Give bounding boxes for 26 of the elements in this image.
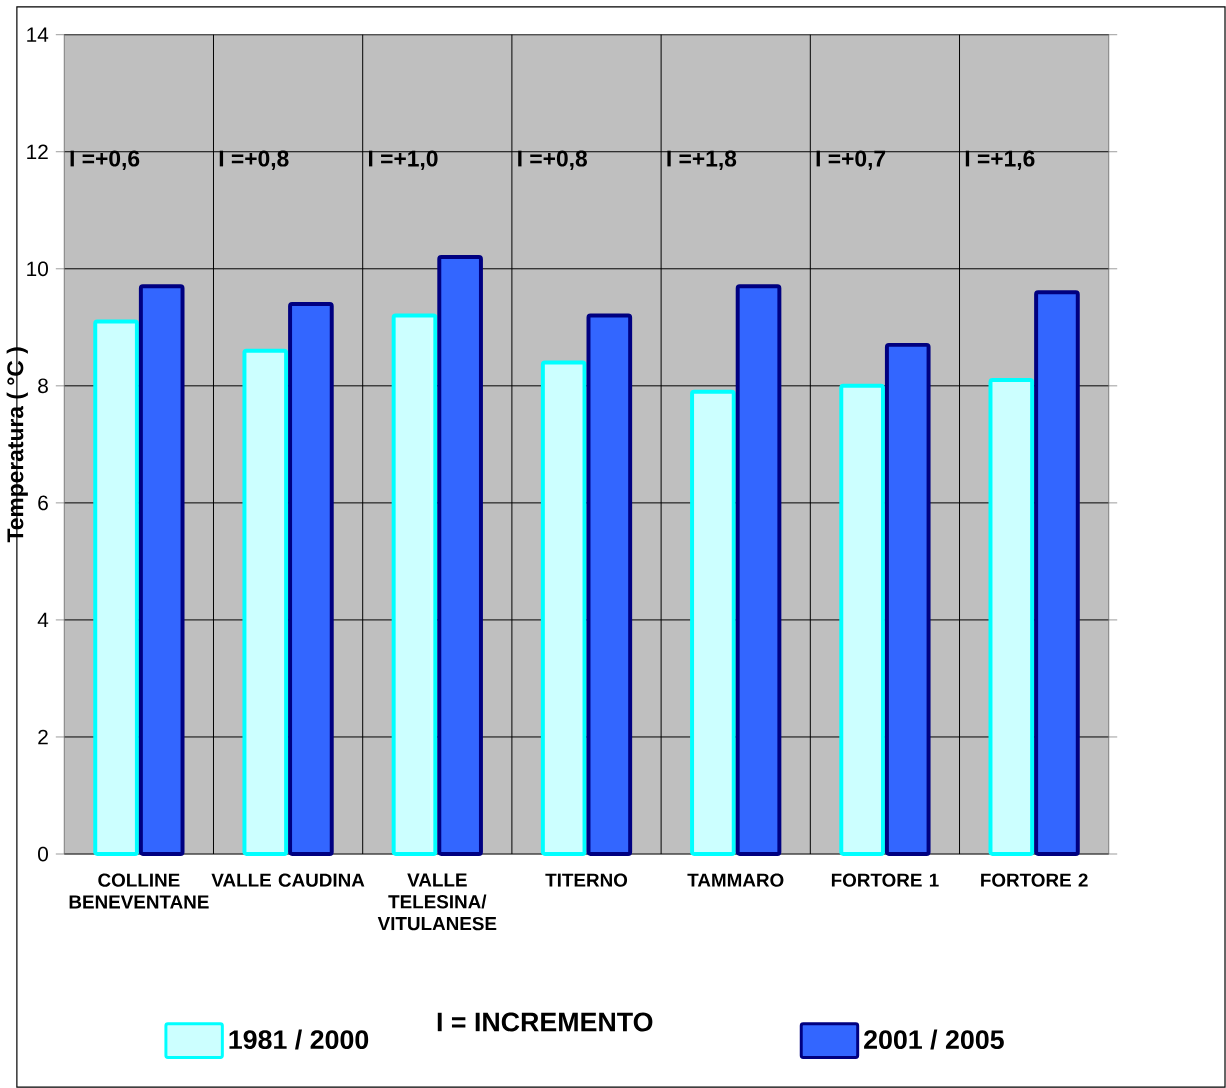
x-tick-label: VALLE CAUDINA [211, 873, 365, 887]
annotation: I =+1,0 [368, 150, 438, 170]
annotation: I =+1,8 [667, 150, 737, 170]
x-tick-label: TAMMARO [687, 873, 784, 887]
y-axis-title: Temperatura ( °C ) [6, 347, 28, 543]
y-tick-label: 10 [27, 261, 48, 277]
annotation: I =+0,6 [70, 150, 140, 170]
y-tick-label: 0 [38, 846, 48, 862]
annotation: I =+0,8 [518, 150, 587, 170]
legend-label: 1981 / 2000 [229, 1029, 369, 1050]
annotation: I =+1,6 [965, 150, 1035, 170]
y-tick-label: 6 [38, 495, 48, 511]
y-tick-label: 8 [38, 378, 48, 394]
annotation: I =+0,8 [219, 150, 289, 170]
x-tick-label: VALLE TELESINA/ VITULANESE [377, 873, 497, 931]
y-tick-label: 2 [38, 729, 48, 745]
y-tick-label: 4 [37, 612, 49, 628]
x-tick-label: FORTORE 2 [981, 873, 1088, 887]
x-tick-label: FORTORE 1 [831, 873, 939, 887]
text: I = INCREMENTO [437, 1012, 653, 1032]
y-tick-label: 14 [27, 27, 49, 42]
y-tick-label: 12 [27, 144, 48, 159]
x-tick-label: COLLINE BENEVENTANE [69, 873, 209, 909]
legend-label: 2001 / 2005 [864, 1029, 1004, 1050]
annotation: I =+0,7 [816, 150, 886, 170]
x-tick-label: TITERNO [545, 873, 628, 887]
